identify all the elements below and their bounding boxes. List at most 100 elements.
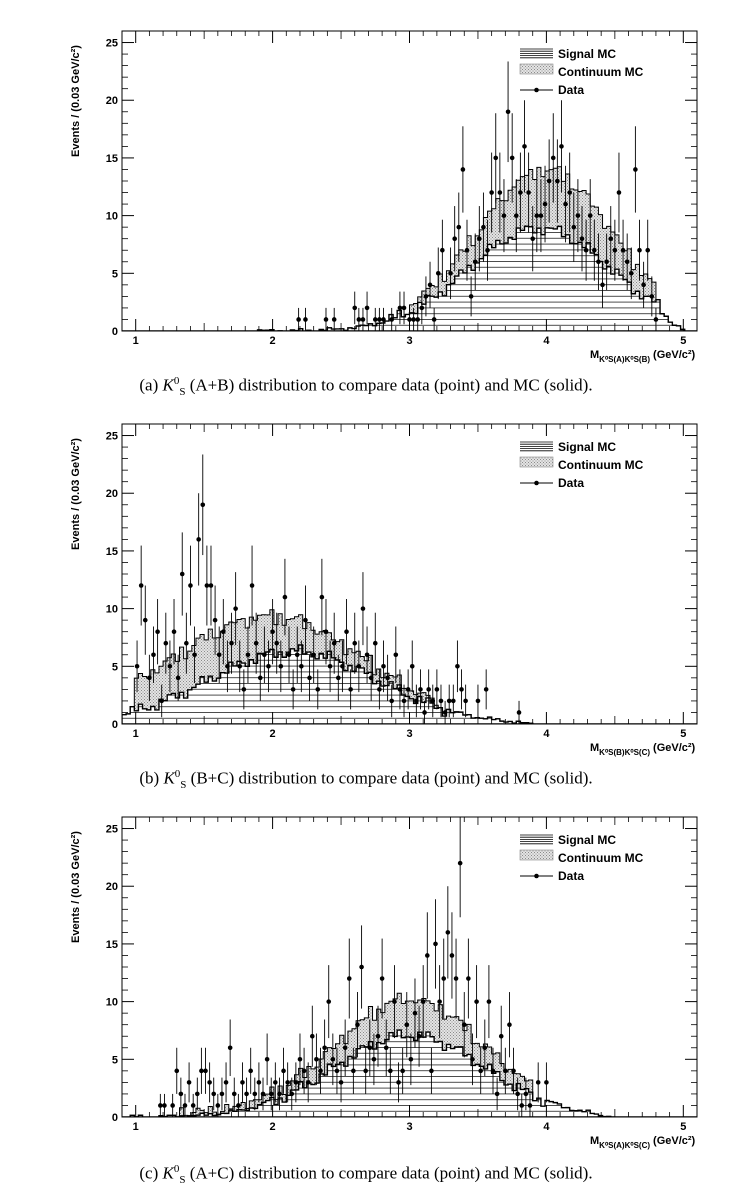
data-point [463,684,468,718]
data-marker [352,640,358,646]
data-point [430,684,436,718]
y-axis-label: Events / (0.03 GeV/c²) [70,438,82,550]
chart-panel-bc: 0 5 10 15 20 25 1 2 3 4 5 Events / (0.03 GeV/c²) MK⁰… [0,393,732,791]
data-point [507,992,512,1058]
data-point [600,261,605,308]
data-point [437,965,442,1039]
data-marker [389,317,395,322]
data-point [435,247,441,300]
x-tick-label: 2 [270,335,276,347]
data-point [550,113,556,203]
data-marker [342,1045,348,1051]
data-point [356,307,362,331]
data-marker [363,1068,368,1074]
data-point [364,626,370,684]
data-point [381,640,386,693]
data-marker [392,999,397,1004]
data-marker [457,860,463,866]
signal-mc-histogram [122,225,697,331]
data-point [307,654,312,701]
x-tick-label: 1 [133,335,139,347]
data-marker [207,1080,212,1085]
data-marker [616,190,622,195]
data-marker [511,1068,516,1074]
data-marker [468,294,474,299]
data-marker [367,1045,373,1051]
data-marker [274,640,280,646]
data-marker [356,317,362,322]
data-point [546,139,552,223]
data-point [409,640,415,693]
legend-item-data: Data [520,476,584,490]
data-point [427,261,433,308]
data-point [219,1077,225,1111]
data-marker [360,317,366,322]
data-marker [472,259,478,265]
data-point [389,684,395,718]
data-marker [264,1057,270,1062]
data-marker [620,247,626,253]
data-point [490,1047,496,1094]
data-point [424,912,430,999]
data-point [455,640,460,693]
data-marker [498,1033,504,1039]
data-point [241,669,247,710]
data-marker [461,1022,467,1027]
data-point [624,233,630,291]
data-marker [571,224,577,230]
data-marker [334,1068,340,1074]
data-point [229,612,234,674]
data-point [459,669,464,710]
legend-label-signal-mc: Signal MC [558,833,616,847]
y-tick-label: 0 [112,1112,118,1124]
data-point [134,640,140,693]
data-marker [311,652,316,658]
data-point [596,233,601,291]
data-marker [377,687,382,692]
data-marker [364,652,370,658]
data-point [334,1047,340,1094]
data-marker [475,698,481,704]
data-marker [151,652,156,658]
data-marker [285,1080,290,1085]
data-marker [212,617,218,623]
data-point [194,1077,200,1111]
data-marker [194,1091,200,1097]
caption-ac: (c) K0S (A+C) distribution to compare da… [139,1163,593,1187]
x-axis-label: MK⁰S(A)K⁰S(B) (GeV/c²) [590,349,696,364]
data-point [368,654,374,701]
data-point [240,1062,245,1103]
data-point [360,307,366,331]
data-marker [393,652,399,658]
data-marker [441,976,447,981]
data-point [431,307,437,331]
data-point [289,1077,295,1111]
data-point [163,612,169,674]
data-marker [435,271,441,276]
data-marker [522,144,527,149]
data-point [179,532,185,616]
legend-swatch-marker [534,87,539,93]
x-tick-label: 1 [133,728,139,740]
x-tick-label: 3 [406,1121,412,1133]
x-axis-label-sub: K⁰S(A)K⁰S(B) [599,355,650,364]
data-point [392,965,397,1039]
legend-swatch-continuum [519,63,554,75]
data-point [159,684,165,718]
data-point [628,247,634,300]
data-marker [438,698,444,704]
data-point [323,307,329,331]
data-marker [305,1080,311,1085]
data-marker [381,664,386,669]
data-point [412,978,418,1048]
data-point [478,1047,483,1094]
legend-swatch-continuum [519,456,554,468]
data-point [278,640,284,693]
data-point [567,152,572,233]
data-point [563,165,568,243]
plot-area [122,817,697,1117]
y-tick-label: 20 [106,488,118,500]
data-point [401,684,407,718]
data-marker [340,664,345,669]
data-marker [186,1080,192,1085]
